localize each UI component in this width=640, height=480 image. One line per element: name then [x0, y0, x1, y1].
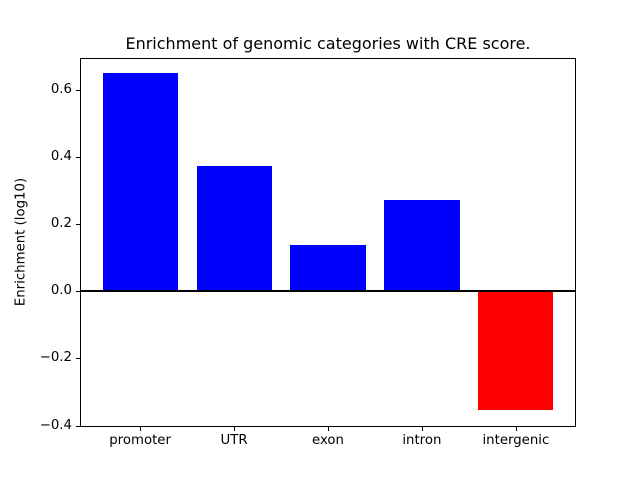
y-tick-mark — [76, 358, 80, 360]
x-tick-label-promoter: promoter — [109, 433, 171, 449]
y-tick-label: −0.4 — [39, 417, 72, 433]
x-tick-label-intergenic: intergenic — [482, 433, 550, 449]
y-tick-label: 0.6 — [50, 81, 72, 97]
chart-title: Enrichment of genomic categories with CR… — [125, 34, 531, 53]
y-tick-label: 0.2 — [50, 215, 72, 231]
x-tick-label-exon: exon — [312, 433, 344, 449]
y-tick-label: −0.2 — [39, 350, 72, 366]
zero-line — [80, 290, 576, 293]
y-tick-mark — [76, 425, 80, 427]
bar-exon — [290, 245, 366, 292]
y-tick-label: 0.4 — [50, 148, 72, 164]
y-tick-mark — [76, 156, 80, 158]
x-tick-mark — [328, 427, 329, 432]
y-tick-mark — [76, 89, 80, 91]
y-tick-label: 0.0 — [50, 283, 72, 299]
x-tick-mark — [515, 427, 517, 432]
y-tick-mark — [76, 291, 80, 293]
bar-intergenic — [478, 291, 554, 410]
x-tick-mark — [140, 427, 142, 432]
x-tick-label-UTR: UTR — [220, 433, 248, 449]
bar-promoter — [102, 73, 178, 292]
x-tick-mark — [234, 427, 236, 432]
bar-UTR — [196, 165, 272, 292]
x-tick-label-intron: intron — [402, 433, 442, 449]
bar-intron — [384, 199, 460, 292]
x-tick-mark — [421, 427, 423, 432]
y-tick-mark — [76, 223, 80, 225]
